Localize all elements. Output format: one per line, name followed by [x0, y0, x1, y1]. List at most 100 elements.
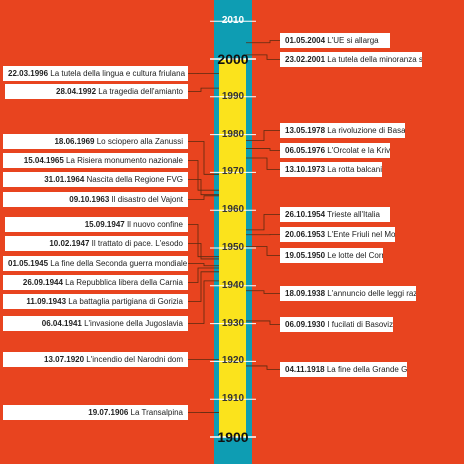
connector-right-4: [246, 157, 280, 170]
event-title: L'incendio del Narodni dom: [84, 355, 183, 364]
event-title: La rotta balcanica: [327, 165, 382, 174]
connector-right-2: [246, 130, 280, 142]
event-right-23-02-2001: 23.02.2001 La tutela della minoranza slo…: [280, 52, 422, 67]
event-left-26-09-1944: 26.09.1944 La Repubblica libera della Ca…: [3, 275, 188, 290]
event-date: 18.06.1969: [54, 137, 95, 146]
connector-left-10: [188, 271, 219, 302]
event-left-31-01-1964: 31.01.1964 Nascita della Regione FVG: [3, 172, 188, 187]
event-title: L'Ente Friuli nel Mondo: [327, 230, 395, 239]
connector-right-7: [246, 246, 280, 256]
event-title: Il disastro del Vajont: [109, 195, 183, 204]
event-title: La Risiera monumento nazionale: [63, 156, 183, 165]
event-title: Il trattato di pace. L'esodo: [89, 239, 183, 248]
event-date: 26.10.1954: [285, 210, 326, 219]
event-title: Nascita della Regione FVG: [84, 175, 184, 184]
event-date: 04.11.1918: [285, 365, 325, 374]
connector-left-4: [188, 179, 219, 196]
year-label-1910: 1910: [221, 393, 245, 405]
connector-left-8: [188, 263, 219, 267]
connector-right-9: [246, 320, 280, 325]
event-right-18-09-1938: 18.09.1938 L'annuncio delle leggi razzis…: [280, 286, 416, 301]
event-title: La rivoluzione di Basaglia: [327, 126, 405, 135]
connector-left-6: [188, 224, 219, 258]
event-date: 20.06.1953: [285, 230, 326, 239]
event-date: 06.09.1930: [285, 320, 326, 329]
event-right-06-05-1976: 06.05.1976 L'Orcolat e la Krivaja: [280, 143, 390, 158]
event-left-18-06-1969: 18.06.1969 Lo sciopero alla Zanussi: [3, 134, 188, 149]
year-label-1990: 1990: [221, 90, 245, 102]
event-title: Trieste all'Italia: [325, 210, 380, 219]
event-date: 26.09.1944: [22, 278, 63, 287]
event-right-13-10-1973: 13.10.1973 La rotta balcanica: [280, 162, 382, 177]
connector-left-7: [188, 243, 219, 260]
year-label-1940: 1940: [221, 279, 245, 291]
event-title: L'UE si allarga: [325, 36, 379, 45]
year-label-1960: 1960: [221, 204, 245, 216]
year-label-2000: 2000: [217, 51, 249, 67]
event-left-15-04-1965: 15.04.1965 La Risiera monumento nazional…: [3, 153, 188, 168]
event-date: 13.05.1978: [285, 126, 326, 135]
event-date: 15.09.1947: [84, 220, 125, 229]
event-left-13-07-1920: 13.07.1920 L'incendio del Narodni dom: [3, 352, 188, 367]
event-title: Il nuovo confine: [124, 220, 183, 229]
event-date: 18.09.1938: [285, 289, 326, 298]
event-title: La Transalpina: [128, 408, 183, 417]
connector-left-11: [188, 280, 219, 324]
event-date: 11.09.1943: [26, 297, 67, 306]
year-label-1920: 1920: [221, 355, 245, 367]
event-right-20-06-1953: 20.06.1953 L'Ente Friuli nel Mondo: [280, 227, 395, 242]
year-label-1930: 1930: [221, 317, 245, 329]
event-date: 01.05.2004: [285, 36, 326, 45]
event-title: I fucilati di Basovizza: [327, 320, 393, 329]
event-left-09-10-1963: 09.10.1963 Il disastro del Vajont: [3, 192, 188, 207]
event-date: 23.02.2001: [285, 55, 326, 64]
event-right-04-11-1918: 04.11.1918 La fine della Grande Guerra: [280, 362, 407, 377]
event-right-26-10-1954: 26.10.1954 Trieste all'Italia: [280, 207, 390, 222]
event-title: Le lotte del Cormôr: [327, 251, 383, 260]
event-left-22-03-1996: 22.03.1996 La tutela della lingua e cult…: [3, 66, 188, 81]
event-date: 06.05.1976: [285, 146, 326, 155]
year-label-1950: 1950: [221, 242, 245, 253]
connector-left-3: [188, 160, 219, 191]
event-left-19-07-1906: 19.07.1906 La Transalpina: [3, 405, 188, 420]
connector-left-1: [188, 87, 219, 92]
event-title: L'annuncio delle leggi razziste: [327, 289, 416, 298]
year-label-2010: 2010: [221, 15, 245, 27]
event-left-15-09-1947: 15.09.1947 Il nuovo confine: [5, 217, 188, 232]
event-date: 28.04.1992: [56, 87, 97, 96]
connector-right-5: [246, 214, 280, 231]
connector-left-2: [188, 141, 219, 175]
year-label-1900: 1900: [217, 429, 249, 445]
event-date: 22.03.1996: [8, 69, 49, 78]
connector-right-1: [246, 54, 280, 60]
event-right-01-05-2004: 01.05.2004 L'UE si allarga: [280, 33, 390, 48]
event-left-06-04-1941: 06.04.1941 L'invasione della Jugoslavia: [3, 316, 188, 331]
event-right-06-09-1930: 06.09.1930 I fucilati di Basovizza: [280, 317, 393, 332]
event-title: L'Orcolat e la Krivaja: [327, 146, 390, 155]
event-title: La fine della Grande Guerra: [326, 365, 407, 374]
year-label-1980: 1980: [221, 128, 245, 140]
connector-left-5: [188, 195, 219, 200]
event-title: La tutela della lingua e cultura friulan…: [48, 69, 186, 78]
year-label-1970: 1970: [221, 166, 245, 178]
event-date: 01.05.1945: [8, 259, 49, 268]
event-left-01-05-1945: 01.05.1945 La fine della Seconda guerra …: [3, 256, 188, 271]
event-title: La fine della Seconda guerra mondiale: [48, 259, 188, 268]
event-title: La tutela della minoranza slovena: [327, 55, 422, 64]
connector-right-8: [246, 290, 280, 294]
event-date: 10.02.1947: [49, 239, 90, 248]
event-left-11-09-1943: 11.09.1943 La battaglia partigiana di Go…: [3, 294, 188, 309]
event-left-28-04-1992: 28.04.1992 La tragedia dell'amianto: [5, 84, 188, 99]
event-date: 31.01.1964: [44, 175, 85, 184]
event-left-10-02-1947: 10.02.1947 Il trattato di pace. L'esodo: [5, 236, 188, 251]
event-date: 09.10.1963: [69, 195, 110, 204]
connector-right-3: [246, 148, 280, 151]
event-title: La tragedia dell'amianto: [96, 87, 183, 96]
event-title: La battaglia partigiana di Gorizia: [66, 297, 183, 306]
event-date: 19.07.1906: [88, 408, 129, 417]
event-date: 13.10.1973: [285, 165, 326, 174]
connector-right-0: [246, 40, 280, 44]
